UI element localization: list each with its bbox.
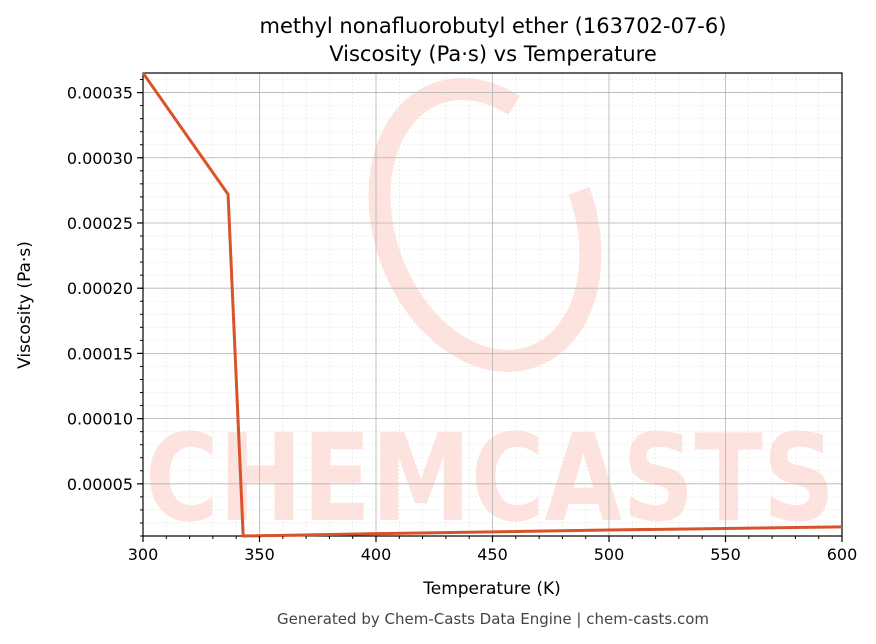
- x-tick-label: 300: [128, 545, 159, 564]
- chart-title: methyl nonafluorobutyl ether (163702-07-…: [260, 14, 727, 38]
- x-tick-label: 600: [827, 545, 858, 564]
- x-axis-label: Temperature (K): [422, 579, 561, 599]
- x-tick-label: 500: [594, 545, 625, 564]
- x-tick-label: 350: [244, 545, 275, 564]
- x-tick-label: 550: [710, 545, 741, 564]
- watermark-swirl: [368, 78, 602, 372]
- chart-subtitle: Viscosity (Pa·s) vs Temperature: [329, 42, 657, 66]
- watermark-text: CHEMCASTS: [145, 410, 835, 549]
- y-axis-label: Viscosity (Pa·s): [15, 241, 35, 369]
- y-tick-label: 0.00020: [67, 279, 133, 298]
- y-tick-label: 0.00010: [67, 410, 133, 429]
- y-tick-label: 0.00005: [67, 475, 133, 494]
- y-tick-label: 0.00030: [67, 149, 133, 168]
- watermark: CHEMCASTS: [145, 78, 835, 549]
- x-tick-label: 400: [361, 545, 392, 564]
- series-layer: [141, 72, 843, 538]
- x-tick-label: 450: [477, 545, 508, 564]
- series-line-0: [141, 72, 843, 538]
- y-tick-label: 0.00035: [67, 84, 133, 103]
- ticks-layer: 300 350 400 450 500 550 600 0.00005 0.00010 0.000…: [67, 79, 858, 564]
- y-tick-label: 0.00025: [67, 214, 133, 233]
- y-tick-label: 0.00015: [67, 344, 133, 363]
- grid: [142, 73, 843, 537]
- footer-credit: Generated by Chem-Casts Data Engine | ch…: [277, 610, 709, 628]
